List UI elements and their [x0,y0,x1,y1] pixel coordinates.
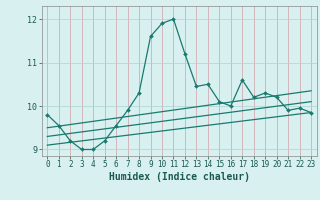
X-axis label: Humidex (Indice chaleur): Humidex (Indice chaleur) [109,172,250,182]
